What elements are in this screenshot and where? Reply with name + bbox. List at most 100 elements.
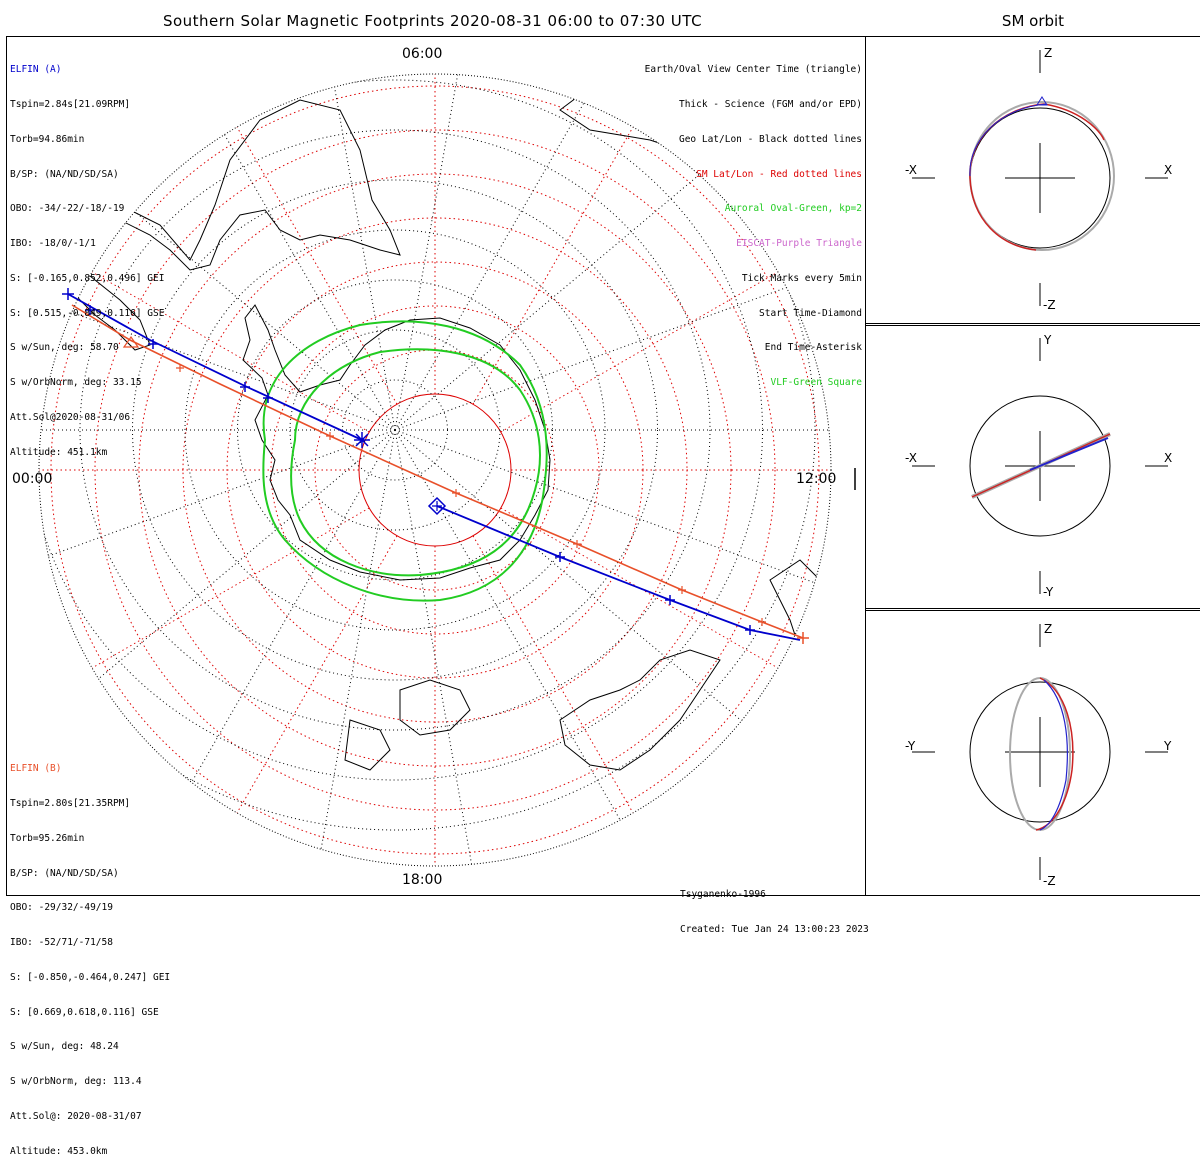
elfin-a-tick <box>85 305 95 315</box>
elfin-a-line: S: [0.515,-0.849,0.116] GSE <box>10 307 165 319</box>
sm-lat-circle <box>358 393 512 547</box>
sm-lon-line <box>39 169 370 433</box>
sm-lon-line <box>500 169 831 433</box>
geo-lon-line <box>394 74 518 431</box>
geo-lon-line <box>44 74 396 431</box>
elfin-a-info: ELFIN (A) Tspin=2.84s[21.09RPM] Torb=94.… <box>10 41 164 470</box>
elfin-b-tick <box>176 364 184 372</box>
elfin-b-name: ELFIN (B) <box>10 763 62 775</box>
legend-item: Start Time-Diamond <box>759 307 862 319</box>
elfin-b-line: OBO: -29/32/-49/19 <box>10 902 113 914</box>
elfin-b-tick <box>678 586 686 594</box>
geo-lon-line <box>394 74 746 431</box>
geo-lat-circle <box>237 279 553 581</box>
coastline <box>242 304 551 581</box>
model-label: Tsyganenko-1996 <box>680 889 766 901</box>
start-cross <box>432 501 442 511</box>
legend-item: Thick - Science (FGM and/or EPD) <box>678 98 862 110</box>
elfin-a-tick <box>665 595 675 605</box>
coastline <box>344 719 391 771</box>
elfin-a-tick <box>148 339 158 349</box>
geo-lon-line <box>394 74 831 431</box>
legend-item: VLF-Green Square <box>770 377 862 389</box>
auroral-oval-outer <box>262 320 548 602</box>
elfin-b-line: IBO: -52/71/-71/58 <box>10 937 113 949</box>
end-asterisk <box>354 432 370 448</box>
geo-lon-line <box>272 74 396 431</box>
legend-item: End Time-Asterisk <box>764 342 862 354</box>
legend-item: Earth/Oval View Center Time (triangle) <box>644 64 862 76</box>
elfin-a-track-2 <box>436 505 801 641</box>
elfin-a-tick <box>240 382 250 392</box>
sm-lat-circle <box>314 349 556 591</box>
elfin-a-tick <box>745 625 755 635</box>
geo-lon-line <box>394 429 746 866</box>
geo-grid <box>39 74 831 866</box>
elfin-a-name: ELFIN (A) <box>10 64 62 76</box>
geo-lat-circle <box>39 79 763 781</box>
geo-lon-line <box>394 429 831 866</box>
legend: Earth/Oval View Center Time (triangle) T… <box>645 41 862 400</box>
elfin-b-info: ELFIN (B) Tspin=2.80s[21.35RPM] Torb=95.… <box>10 740 170 1169</box>
elfin-a-line: Att.Sol@2020-08-31/06 <box>10 412 131 423</box>
elfin-a-line: Tspin=2.84s[21.09RPM] <box>10 98 131 110</box>
time-label-right: 12:00 <box>796 471 836 487</box>
geo-lon-line <box>39 429 396 670</box>
elfin-a-tick <box>555 552 565 562</box>
page-title: Southern Solar Magnetic Footprints 2020-… <box>162 12 703 30</box>
elfin-a-track-1 <box>67 293 363 441</box>
elfin-b-line: Tspin=2.80s[21.35RPM] <box>10 797 131 809</box>
sm-lat-circle <box>270 305 600 635</box>
legend-item: EISCAT-Purple Triangle <box>736 238 862 250</box>
created-label: Created: Tue Jan 24 13:00:23 2023 <box>680 923 869 935</box>
geo-lat-circle <box>184 229 606 631</box>
elfin-b-tick <box>758 618 766 626</box>
sm-lon-line <box>472 535 736 866</box>
start-marker-b <box>797 632 809 644</box>
elfin-a-line: S w/Sun, deg: 58.70 <box>10 342 119 354</box>
coastline <box>559 649 721 771</box>
footprint-map: 06:00 00:00 12:00 18:00 <box>12 46 856 888</box>
coastline <box>399 679 471 736</box>
elfin-b-tick <box>573 540 581 548</box>
elfin-b-line: S w/OrbNorm, deg: 113.4 <box>10 1076 142 1088</box>
elfin-b-line: S: [0.669,0.618,0.116] GSE <box>10 1006 159 1018</box>
sm-lon-line <box>134 535 398 866</box>
elfin-b-line: B/SP: (NA/ND/SD/SA) <box>10 867 119 879</box>
auroral-oval-inner <box>290 348 541 577</box>
end-marker-a <box>62 288 74 300</box>
elfin-a-line: Altitude: 451.1km <box>10 446 108 458</box>
elfin-a-line: S w/OrbNorm, deg: 33.15 <box>10 377 142 389</box>
sm-lat-circle <box>94 129 776 811</box>
map-boundary <box>38 73 832 867</box>
sm-lon-line <box>472 74 736 405</box>
elfin-b-line: S w/Sun, deg: 48.24 <box>10 1041 119 1053</box>
sm-grid <box>39 74 831 866</box>
footer: Tsyganenko-1996 Created: Tue Jan 24 13:0… <box>680 866 869 947</box>
coastline <box>99 99 401 271</box>
sm-panel-frame-2 <box>865 323 1200 611</box>
elfin-b-tick <box>452 489 460 497</box>
geo-lon-line <box>272 429 396 866</box>
elfin-b-line: S: [-0.850,-0.464,0.247] GEI <box>10 971 171 983</box>
geo-lon-line <box>39 190 396 431</box>
elfin-b-line: Torb=95.26min <box>10 832 85 844</box>
auroral-oval <box>262 320 548 602</box>
time-label-top: 06:00 <box>402 46 442 62</box>
elfin-b-line: Altitude: 453.0km <box>10 1145 108 1157</box>
sm-lat-circle <box>138 173 732 767</box>
elfin-a-line: B/SP: (NA/ND/SD/SA) <box>10 168 119 180</box>
elfin-b-tick <box>326 432 334 440</box>
legend-item: Geo Lat/Lon - Black dotted lines <box>678 133 862 145</box>
geo-lon-line <box>39 74 396 431</box>
legend-item: Auroral Oval-Green, kp=2 <box>724 203 862 215</box>
elfin-a-line: S: [-0.165,0.852,0.496] GEI <box>10 272 165 284</box>
sm-orbit-title: SM orbit <box>1001 12 1065 30</box>
legend-item: SM Lat/Lon - Red dotted lines <box>696 168 862 180</box>
time-label-left: 00:00 <box>12 471 52 487</box>
elfin-a-line: Torb=94.86min <box>10 133 85 145</box>
geo-lon-line <box>394 190 831 431</box>
view-center-triangle <box>122 335 140 348</box>
sm-panel-frame-3 <box>865 608 1200 896</box>
elfin-a-tick <box>263 393 273 403</box>
